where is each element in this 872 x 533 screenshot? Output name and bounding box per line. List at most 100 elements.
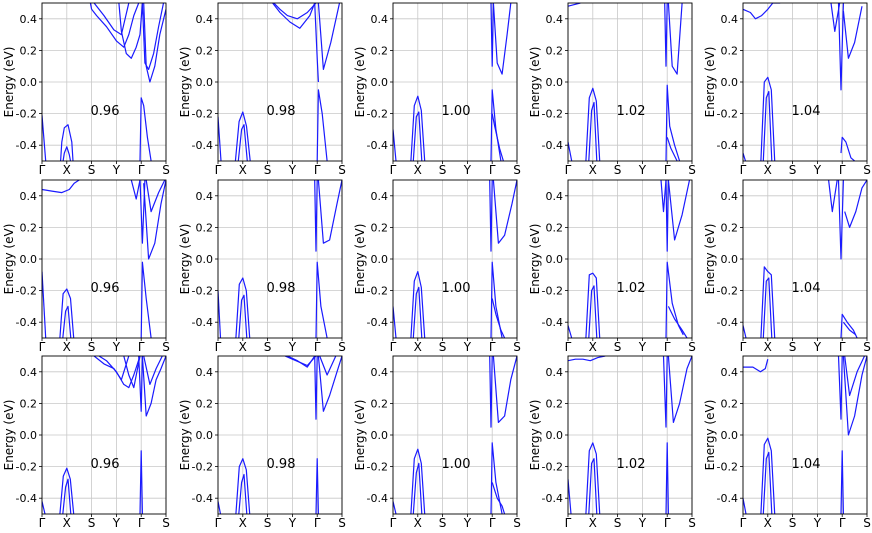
band-line [89,3,93,10]
band-line [141,356,166,417]
panel-annotation: 0.98 [267,457,296,472]
y-axis-label: Energy (eV) [528,400,542,471]
panel-annotation: 1.04 [792,281,821,296]
band-line [139,97,152,161]
panel-annotation: 0.96 [91,281,120,296]
y-axis-label: Energy (eV) [353,224,367,295]
x-tick-label: Γ [138,340,145,354]
band-line [143,3,166,83]
band-line [844,356,866,397]
y-axis-label: Energy (eV) [528,47,542,118]
band-line [568,141,573,161]
band-line [412,286,423,338]
panel-annotation: 1.00 [442,104,471,119]
x-tick-label: Y [463,516,472,530]
x-tick-label: Y [638,163,647,177]
band-line [837,3,844,91]
x-tick-label: Y [112,516,121,530]
x-tick-label: Γ [740,163,747,177]
x-tick-label: S [439,340,447,354]
band-lines [218,3,341,161]
y-tick-label: 0.4 [721,13,739,26]
band-line [760,76,776,161]
y-tick-label: 0.2 [196,44,214,57]
band-line [491,482,506,514]
y-tick-label: 0.4 [546,13,564,26]
y-tick-label: 0.0 [371,76,389,89]
y-tick-label: 0.2 [196,397,214,410]
y-tick-label: 0.2 [20,44,38,57]
band-line [153,3,165,54]
band-line [145,180,166,213]
y-axis-label: Energy (eV) [178,224,192,295]
band-lines [568,3,683,161]
band-lines [218,356,342,514]
band-line [492,3,512,75]
band-lines [743,3,863,161]
x-tick-label: X [414,516,422,530]
x-tick-label: X [414,163,422,177]
band-line [489,356,493,428]
band-line [93,356,130,381]
y-tick-label: 0.0 [371,429,389,442]
x-tick-label: S [513,340,521,354]
x-tick-label: Y [288,340,297,354]
x-tick-label: X [589,516,597,530]
x-tick-label: Γ [215,516,222,530]
y-tick-label: -0.2 [717,108,738,121]
band-lines [393,3,512,161]
band-line [666,137,678,161]
y-tick-label: -0.2 [542,285,563,298]
x-tick-label: S [264,340,272,354]
band-line [62,146,72,161]
y-tick-label: 0.4 [546,190,564,203]
band-line [91,3,140,48]
y-tick-label: 0.0 [371,253,389,266]
band-line [238,473,248,514]
y-tick-label: 0.4 [20,13,38,26]
x-tick-label: X [764,163,772,177]
band-line [138,356,143,412]
x-tick-label: S [614,163,622,177]
y-tick-label: 0.0 [20,253,38,266]
y-tick-label: -0.2 [367,108,388,121]
band-line [315,261,328,338]
y-tick-label: -0.2 [717,285,738,298]
band-line [837,180,844,260]
band-line [837,356,843,420]
y-tick-label: 0.4 [20,366,38,379]
band-line [743,325,747,338]
y-tick-label: 0.0 [196,429,214,442]
y-tick-label: -0.2 [367,285,388,298]
x-tick-label: Γ [565,340,572,354]
band-line [840,450,844,514]
band-line [585,442,601,514]
x-tick-label: X [63,516,71,530]
x-tick-label: Γ [839,163,846,177]
y-tick-label: 0.2 [371,44,389,57]
band-line [412,462,423,514]
band-line [315,458,319,514]
y-tick-label: -0.4 [542,139,563,152]
y-tick-label: -0.2 [192,461,213,474]
band-line [760,437,776,514]
y-tick-label: -0.2 [542,108,563,121]
x-tick-label: Y [463,163,472,177]
band-line [287,356,316,368]
band-line [490,3,494,67]
band-lines [42,356,166,514]
x-tick-label: X [239,516,247,530]
band-line [319,356,337,376]
x-tick-label: Γ [39,516,46,530]
x-tick-label: X [764,516,772,530]
band-line [840,313,858,338]
x-tick-label: S [688,163,696,177]
y-axis-label: Energy (eV) [2,224,16,295]
x-tick-label: X [589,163,597,177]
band-line [840,136,855,161]
x-tick-label: Y [813,340,822,354]
band-lines [393,180,517,338]
